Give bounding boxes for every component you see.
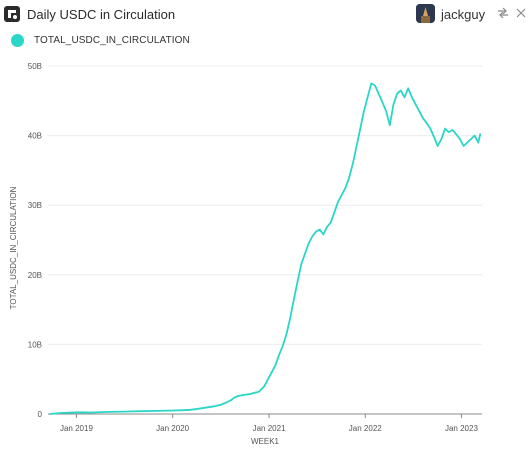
app-logo-icon bbox=[4, 6, 20, 22]
username[interactable]: jackguy bbox=[441, 7, 486, 22]
x-tick-label: Jan 2023 bbox=[445, 424, 478, 433]
y-axis-title: TOTAL_USDC_IN_CIRCULATION bbox=[9, 186, 18, 309]
y-tick-label: 30B bbox=[28, 201, 42, 210]
close-icon[interactable] bbox=[514, 6, 528, 20]
window-header: Daily USDC in Circulation jackguy bbox=[0, 0, 532, 30]
legend-label: TOTAL_USDC_IN_CIRCULATION bbox=[34, 35, 190, 46]
y-tick-label: 20B bbox=[28, 271, 42, 280]
chart-title: Daily USDC in Circulation bbox=[27, 7, 176, 22]
y-tick-label: 40B bbox=[28, 132, 42, 141]
x-tick-label: Jan 2021 bbox=[253, 424, 286, 433]
x-tick-label: Jan 2020 bbox=[156, 424, 189, 433]
y-tick-label: 50B bbox=[28, 62, 42, 71]
series-line bbox=[49, 82, 482, 415]
y-tick-label: 10B bbox=[28, 340, 42, 349]
user-avatar[interactable] bbox=[416, 4, 435, 23]
y-tick-label: 0 bbox=[38, 410, 43, 419]
legend-swatch bbox=[11, 34, 24, 47]
x-axis-title: WEEK1 bbox=[251, 437, 280, 446]
share-icon[interactable] bbox=[496, 6, 510, 20]
x-tick-label: Jan 2019 bbox=[60, 424, 93, 433]
x-tick-label: Jan 2022 bbox=[349, 424, 382, 433]
